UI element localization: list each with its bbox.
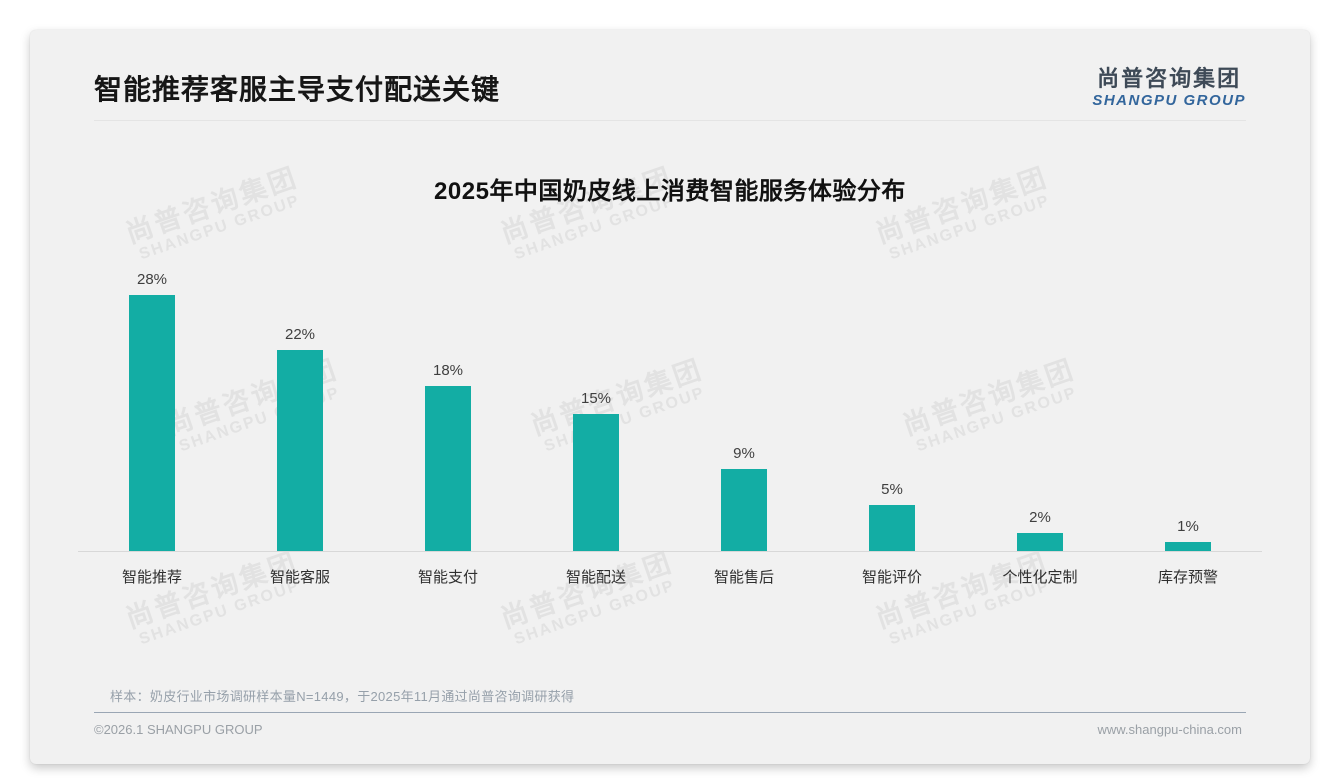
bar [1017, 533, 1063, 551]
bar [277, 350, 323, 551]
category-label: 智能客服 [269, 569, 330, 586]
bar-value-label: 9% [733, 445, 755, 462]
bar-value-label: 1% [1177, 518, 1199, 535]
chart-title: 2025年中国奶皮线上消费智能服务体验分布 [434, 178, 906, 205]
company-logo: 尚普咨询集团 SHANGPU GROUP [1092, 66, 1246, 109]
logo-english-text: SHANGPU GROUP [1092, 92, 1246, 109]
sample-footnote: 样本：奶皮行业市场调研样本量N=1449，于2025年11月通过尚普咨询调研获得 [110, 689, 575, 704]
bar-value-label: 2% [1029, 509, 1051, 526]
plot-area: 28% 22% 18% 15% 9% 5% 2% 1% [78, 255, 1262, 552]
category-label: 智能售后 [713, 569, 774, 586]
bar [425, 386, 471, 551]
category-axis: 智能推荐 智能客服 智能支付 智能配送 智能售后 智能评价 个性化定制 库存预警 [78, 552, 1262, 587]
bar-value-label: 5% [881, 481, 903, 498]
bar [129, 295, 175, 551]
footer-copyright: ©2026.1 SHANGPU GROUP [94, 722, 263, 737]
category-label: 智能评价 [861, 569, 922, 586]
bar [1165, 542, 1211, 551]
bar [573, 414, 619, 551]
bar-value-label: 15% [580, 390, 612, 407]
slide-card: 尚普咨询集团 SHANGPU GROUP 尚普咨询集团 SHANGPU GROUP 尚普… [30, 30, 1310, 764]
bar-column: 2% [966, 509, 1114, 551]
bar-column: 9% [670, 445, 818, 551]
footer-divider [94, 712, 1246, 713]
bar-chart: 2025年中国奶皮线上消费智能服务体验分布 28% 22% 18% 15% 9% 5% 2%… [78, 176, 1262, 587]
bar-value-label: 22% [284, 326, 316, 343]
header: 智能推荐客服主导支付配送关键 尚普咨询集团 SHANGPU GROUP [94, 56, 1246, 121]
bar-column: 15% [522, 390, 670, 551]
category-label: 智能支付 [417, 569, 478, 586]
category-label: 智能配送 [565, 569, 626, 586]
page-title: 智能推荐客服主导支付配送关键 [94, 74, 501, 105]
category-label: 个性化定制 [1002, 569, 1078, 586]
bar-value-label: 18% [432, 362, 464, 379]
footer-website: www.shangpu-china.com [1097, 722, 1242, 737]
footer: ©2026.1 SHANGPU GROUP www.shangpu-china.… [94, 722, 1242, 737]
bar [869, 505, 915, 551]
category-label: 智能推荐 [121, 569, 182, 586]
bar-column: 18% [374, 362, 522, 551]
bar-column: 5% [818, 481, 966, 551]
bar-column: 22% [226, 326, 374, 551]
category-label: 库存预警 [1157, 569, 1218, 586]
bar-column: 1% [1114, 518, 1262, 551]
bar-value-label: 28% [136, 271, 168, 288]
logo-chinese-text: 尚普咨询集团 [1097, 66, 1242, 91]
bar-column: 28% [78, 271, 226, 551]
bar [721, 469, 767, 551]
